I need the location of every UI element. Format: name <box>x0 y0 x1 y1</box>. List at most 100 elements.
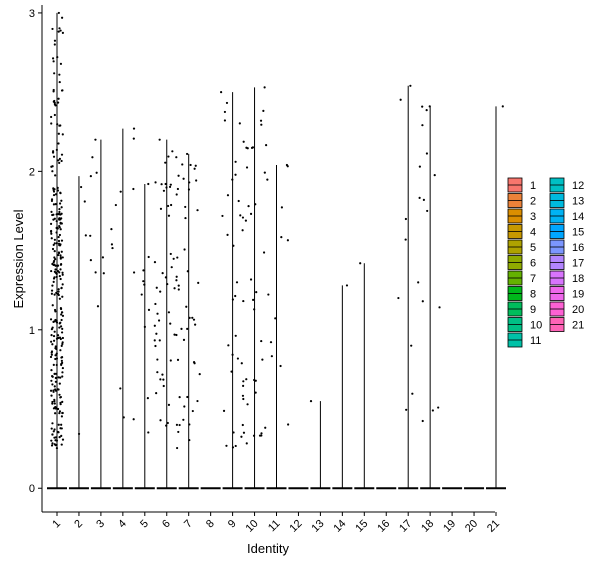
data-point <box>167 214 171 217</box>
data-point <box>58 297 61 300</box>
data-point <box>186 395 189 399</box>
data-point <box>53 103 57 106</box>
x-tick-label: 3 <box>94 518 107 531</box>
data-point <box>142 280 145 283</box>
data-point <box>50 439 53 442</box>
data-point <box>409 84 412 87</box>
data-point <box>234 173 237 176</box>
data-point <box>140 293 143 296</box>
data-point <box>83 200 86 203</box>
data-point <box>189 163 192 167</box>
data-point <box>54 406 57 409</box>
data-point <box>165 424 168 427</box>
data-point <box>58 73 61 76</box>
data-point <box>147 308 151 312</box>
data-point <box>58 157 62 160</box>
data-point <box>51 400 54 404</box>
y-ticks: 0 1 2 3 <box>29 8 42 495</box>
data-point <box>52 213 55 216</box>
data-point <box>182 418 185 421</box>
legend-item: 8 <box>507 286 536 301</box>
data-point <box>280 236 283 239</box>
data-point <box>60 286 63 289</box>
data-point <box>52 90 55 93</box>
legend-item: 16 <box>549 239 584 255</box>
data-point <box>91 156 94 159</box>
data-point <box>176 358 180 361</box>
legend-item: 14 <box>549 208 584 224</box>
data-point <box>60 199 63 202</box>
axes-layer <box>41 5 495 513</box>
data-point <box>279 364 282 368</box>
data-point <box>59 307 63 311</box>
data-point <box>251 146 255 149</box>
data-point <box>61 438 65 441</box>
data-point <box>59 325 63 328</box>
data-point <box>49 318 53 321</box>
data-point <box>60 313 63 316</box>
x-tick-label: 1 <box>50 518 63 531</box>
data-point <box>267 293 270 296</box>
data-point <box>53 250 56 253</box>
data-point <box>110 228 113 231</box>
data-point <box>52 190 56 193</box>
data-point <box>59 254 62 257</box>
data-point <box>177 174 180 177</box>
data-point <box>153 260 157 264</box>
legend-label: 6 <box>530 258 536 270</box>
data-point <box>50 269 53 273</box>
data-point <box>258 434 262 437</box>
data-point <box>89 259 92 262</box>
data-point <box>51 27 54 31</box>
data-point <box>59 321 62 324</box>
data-point <box>245 442 248 445</box>
data-point <box>418 165 421 168</box>
data-point <box>51 57 55 60</box>
data-point <box>58 412 61 415</box>
x-tick-label: 9 <box>226 518 239 531</box>
points-layer <box>49 11 504 450</box>
data-point <box>242 384 245 388</box>
x-tick-label: 19 <box>441 518 458 535</box>
data-point <box>59 62 63 65</box>
data-point <box>52 389 55 392</box>
data-point <box>234 444 237 448</box>
data-point <box>59 256 62 259</box>
data-point <box>175 193 178 196</box>
data-point <box>60 153 64 156</box>
data-point <box>155 332 158 335</box>
data-point <box>192 360 196 364</box>
data-point <box>167 311 171 314</box>
data-point <box>188 423 191 426</box>
data-point <box>50 198 54 201</box>
data-point <box>61 327 64 330</box>
data-point <box>264 426 267 429</box>
legend-item: 13 <box>549 193 584 208</box>
y-tick-label: 0 <box>29 483 35 495</box>
data-point <box>57 132 60 135</box>
data-point <box>425 109 428 112</box>
data-point <box>56 430 60 434</box>
data-point <box>53 330 56 333</box>
legend-label: 12 <box>572 180 584 192</box>
data-point <box>431 409 434 412</box>
data-point <box>172 257 175 260</box>
data-point <box>50 210 53 213</box>
legend-item: 20 <box>549 301 584 317</box>
data-point <box>176 256 179 259</box>
data-point <box>50 289 54 292</box>
data-point <box>55 213 58 216</box>
data-point <box>53 238 56 241</box>
data-point <box>51 343 54 346</box>
legend-item: 15 <box>549 224 584 239</box>
data-point <box>247 205 250 208</box>
data-point <box>59 268 62 271</box>
data-point <box>57 253 60 257</box>
data-point <box>246 147 249 150</box>
data-point <box>154 181 157 184</box>
data-point <box>410 344 413 347</box>
data-point <box>55 363 58 367</box>
data-point <box>60 250 63 253</box>
data-point <box>60 434 63 437</box>
